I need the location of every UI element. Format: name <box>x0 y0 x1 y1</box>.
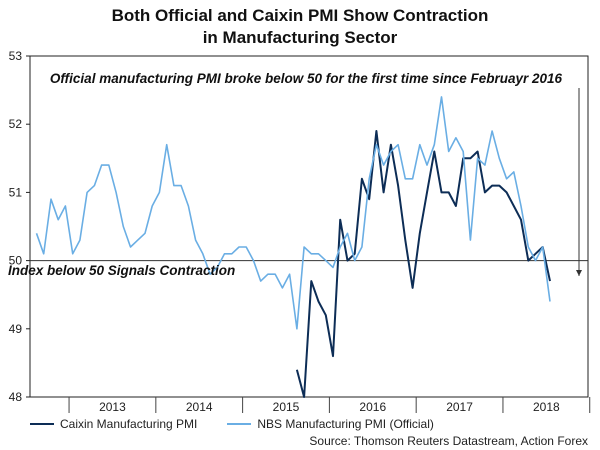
legend-label-caixin: Caixin Manufacturing PMI <box>60 417 198 431</box>
series-line-nbs <box>35 96 551 330</box>
legend-item-nbs: NBS Manufacturing PMI (Official) <box>227 417 434 431</box>
y-tick-label: 53 <box>9 49 23 63</box>
legend-swatch-caixin <box>30 423 54 425</box>
legend-item-caixin: Caixin Manufacturing PMI <box>30 417 197 431</box>
plot-frame <box>29 55 589 398</box>
annotation-below-50: Index below 50 Signals Contraction <box>8 263 235 278</box>
x-tick-label: 2016 <box>359 400 386 414</box>
series-line-caixin <box>295 130 551 398</box>
y-tick-label: 50 <box>9 254 23 268</box>
x-tick-label: 2015 <box>273 400 300 414</box>
chart-subtitle: in Manufacturing Sector <box>202 28 398 47</box>
legend: Caixin Manufacturing PMI NBS Manufacturi… <box>30 417 464 431</box>
x-tick-label: 2018 <box>533 400 560 414</box>
legend-swatch-nbs <box>227 423 252 425</box>
annotation-arrow-head <box>576 270 582 276</box>
y-tick-label: 49 <box>9 322 23 336</box>
legend-label-nbs: NBS Manufacturing PMI (Official) <box>257 417 434 431</box>
y-tick-label: 52 <box>9 117 23 131</box>
x-tick-label: 2013 <box>99 400 126 414</box>
y-tick-label: 51 <box>9 185 23 199</box>
annotation-official-break: Official manufacturing PMI broke below 5… <box>50 71 563 86</box>
source-note: Source: Thomson Reuters Datastream, Acti… <box>309 434 588 448</box>
x-tick-label: 2017 <box>446 400 473 414</box>
chart-title: Both Official and Caixin PMI Show Contra… <box>111 6 489 25</box>
x-tick-label: 2014 <box>186 400 213 414</box>
y-tick-label: 48 <box>9 390 23 404</box>
